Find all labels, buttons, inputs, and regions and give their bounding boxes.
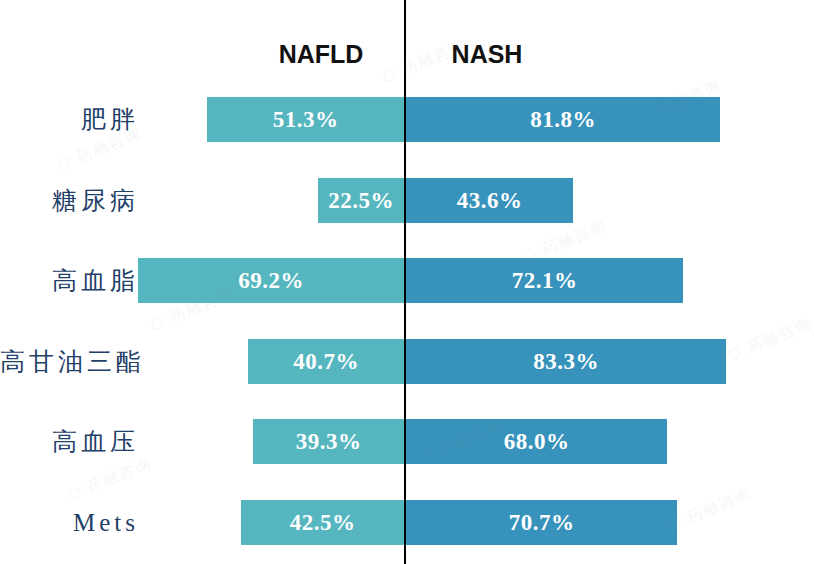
nafld-bar: 40.7% (248, 339, 404, 384)
nafld-bar: 69.2% (138, 258, 404, 303)
butterfly-bar-chart: NAFLD NASH 肥胖51.3%81.8%糖尿病22.5%43.6%高血脂6… (0, 0, 814, 564)
nafld-bar: 51.3% (207, 97, 404, 142)
value-label: 39.3% (296, 429, 362, 455)
value-label: 72.1% (512, 268, 578, 294)
nafld-bar: 22.5% (318, 178, 404, 223)
value-label: 51.3% (273, 107, 339, 133)
chart-row: 高血脂 69.2% 72.1% (0, 258, 814, 303)
nash-bar: 68.0% (406, 419, 667, 464)
value-label: 70.7% (509, 510, 575, 536)
value-label: 83.3% (533, 349, 599, 375)
nash-bar: 70.7% (406, 500, 677, 545)
nash-bar: 81.8% (406, 97, 720, 142)
category-label: Mets (0, 500, 139, 545)
value-label: 43.6% (457, 188, 523, 214)
value-label: 40.7% (293, 349, 359, 375)
chart-row: 肥胖 51.3% 81.8% (0, 97, 814, 142)
nafld-bar: 39.3% (253, 419, 404, 464)
value-label: 81.8% (530, 107, 596, 133)
category-label: 高血压 (0, 419, 139, 464)
chart-row: 高血压 39.3% 68.0% (0, 419, 814, 464)
chart-row: 糖尿病 22.5% 43.6% (0, 178, 814, 223)
category-label: 肥胖 (0, 97, 139, 142)
chart-row: Mets 42.5% 70.7% (0, 500, 814, 545)
nash-bar: 72.1% (406, 258, 683, 303)
value-label: 42.5% (290, 510, 356, 536)
category-label: 高甘油三酯 (0, 339, 139, 384)
rows-layer: 肥胖 51.3% 81.8% 糖尿病 22.5% 43.6% 高血脂 69.2% 72.1% 高甘… (0, 0, 814, 564)
value-label: 68.0% (504, 429, 570, 455)
value-label: 22.5% (328, 188, 394, 214)
nafld-bar: 42.5% (241, 500, 404, 545)
chart-row: 高甘油三酯 40.7% 83.3% (0, 339, 814, 384)
nash-bar: 43.6% (406, 178, 573, 223)
value-label: 69.2% (238, 268, 304, 294)
category-label: 糖尿病 (0, 178, 139, 223)
category-label: 高血脂 (0, 258, 139, 303)
nash-bar: 83.3% (406, 339, 726, 384)
